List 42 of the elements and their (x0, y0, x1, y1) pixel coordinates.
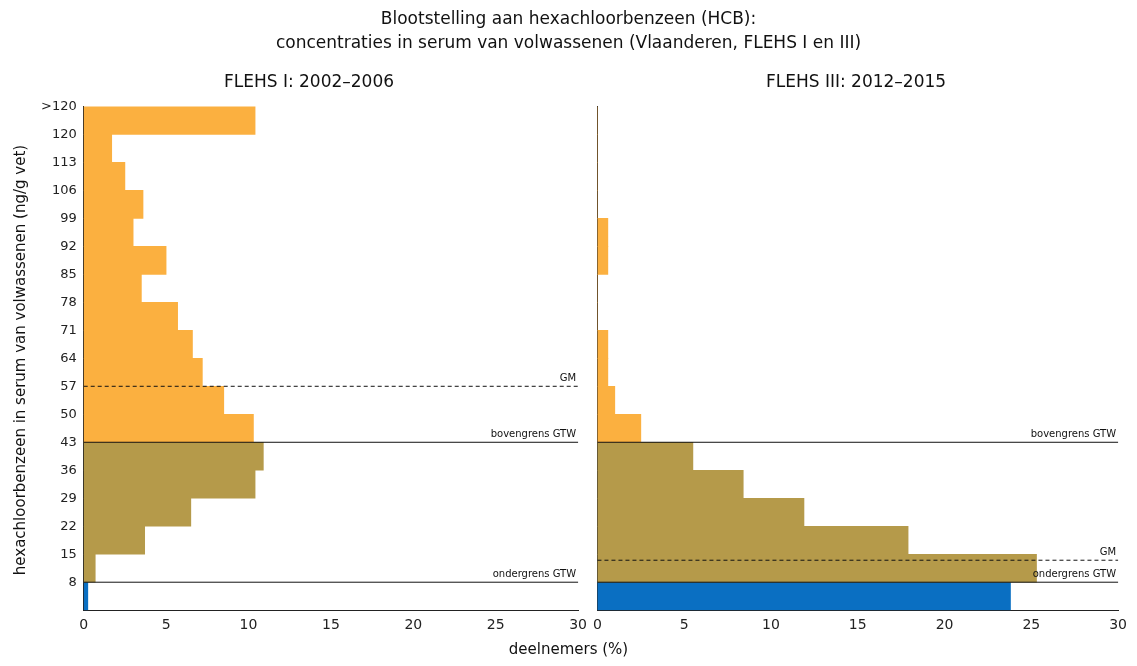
y-tick-label: 50 (60, 405, 77, 421)
y-tick-label: 8 (68, 573, 77, 589)
y-tick-label: >120 (40, 97, 77, 113)
x-tick-label: 0 (79, 616, 89, 633)
y-tick-label: 78 (60, 293, 77, 309)
chart-title: Blootstelling aan hexachloorbenzeen (HCB): concentraties in serum van volwassenen (Vlaanderen, FLEHS I en III) (274, 7, 863, 54)
x-tick-label: 15 (848, 616, 867, 633)
ref-line-label: bovengrens GTW (490, 427, 577, 439)
x-tick-label: 25 (1022, 616, 1041, 633)
y-tick-label: 99 (60, 209, 77, 225)
y-tick-label: 92 (60, 237, 77, 253)
y-tick-label: 22 (60, 517, 77, 533)
ref-line-label: ondergrens GTW (492, 567, 577, 579)
x-tick-label: 15 (321, 616, 340, 633)
x-tick-label: 20 (404, 616, 423, 633)
y-tick-label: 36 (60, 461, 77, 477)
y-tick-label: 71 (60, 321, 77, 337)
ref-line-label: bovengrens GTW (1030, 427, 1117, 439)
y-tick-label: 15 (60, 545, 77, 561)
x-tick-label: 20 (935, 616, 954, 633)
x-tick-label: 0 (592, 616, 602, 633)
x-tick-label: 25 (486, 616, 505, 633)
y-tick-label: 29 (60, 489, 77, 505)
x-tick-label: 5 (679, 616, 689, 633)
chart-subtitle: FLEHS III: 2012–2015 (765, 70, 947, 91)
y-axis-title: hexachloorbenzeen in serum van volwassenen (ng/g vet) (11, 144, 29, 576)
y-tick-label: 85 (60, 265, 77, 281)
ref-line-label: GM (1099, 545, 1117, 557)
x-tick-label: 10 (239, 616, 258, 633)
y-tick-label: 57 (60, 377, 77, 393)
x-tick-label: 5 (161, 616, 171, 633)
y-tick-label: 43 (60, 433, 77, 449)
y-tick-label: 106 (51, 181, 77, 197)
y-tick-label: 113 (51, 153, 77, 169)
y-tick-label: 64 (60, 349, 77, 365)
chart-subtitle: FLEHS I: 2002–2006 (223, 70, 395, 91)
x-axis-title: deelnemers (%) (507, 640, 630, 658)
x-tick-label: 10 (762, 616, 780, 633)
y-tick-label: 120 (51, 125, 77, 141)
ref-line-label: GM (559, 371, 577, 383)
x-tick-label: 30 (569, 616, 588, 633)
x-tick-label: 30 (1109, 616, 1128, 633)
